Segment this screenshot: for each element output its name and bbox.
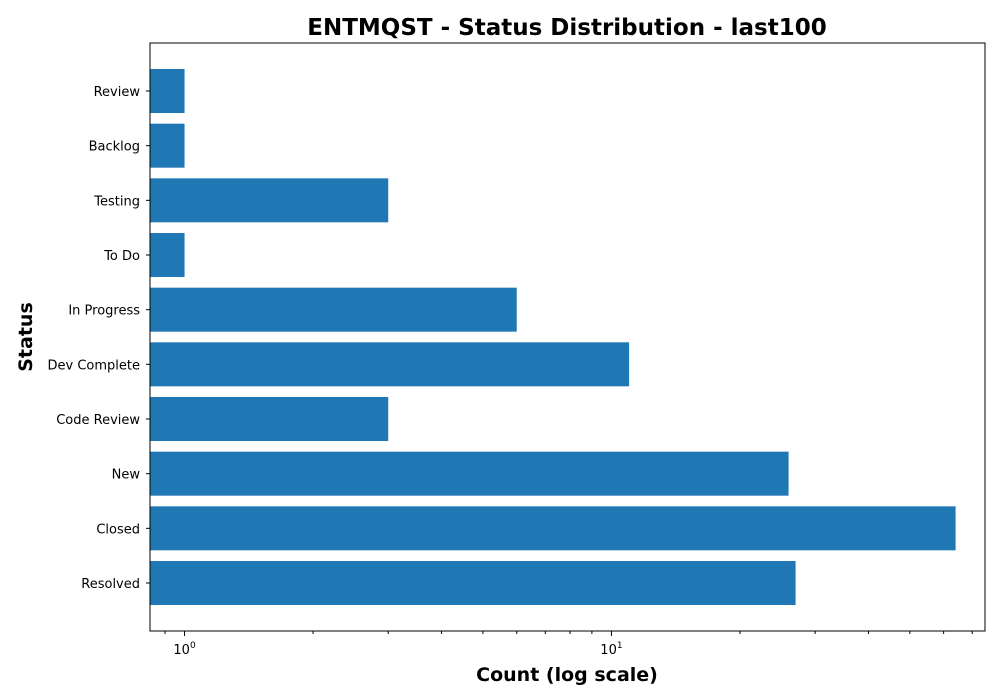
bar-review (150, 69, 185, 113)
bar-dev-complete (150, 342, 630, 387)
bar-in-progress (150, 287, 517, 332)
y-tick-label: To Do (103, 249, 140, 264)
bar-backlog (150, 123, 185, 168)
x-tick-label: 101 (600, 641, 622, 658)
x-axis-label: Count (log scale) (476, 664, 658, 686)
bar-code-review (150, 397, 389, 441)
y-tick-label: Closed (96, 522, 140, 537)
bar-new (150, 451, 789, 496)
y-tick-label: Backlog (89, 140, 140, 155)
bar-to-do (150, 233, 185, 277)
y-tick-label: New (112, 468, 141, 483)
bar-resolved (150, 561, 796, 605)
y-tick-label: In Progress (68, 304, 140, 319)
bar-testing (150, 178, 389, 223)
y-tick-label: Review (94, 85, 141, 100)
bars-group (150, 69, 956, 605)
x-tick-label: 100 (173, 641, 196, 658)
x-axis-ticks: 100 101 (164, 631, 973, 658)
y-axis-ticks: Resolved Closed New Code Review Dev Complete… (48, 85, 150, 592)
y-tick-label: Dev Complete (48, 358, 141, 373)
bar-closed (150, 506, 956, 551)
y-axis-label: Status (15, 302, 37, 372)
y-tick-label: Resolved (81, 577, 140, 592)
y-tick-label: Code Review (56, 413, 140, 428)
y-tick-label: Testing (93, 194, 140, 209)
plot-frame (149, 42, 986, 632)
chart-title: ENTMQST - Status Distribution - last100 (307, 15, 827, 41)
